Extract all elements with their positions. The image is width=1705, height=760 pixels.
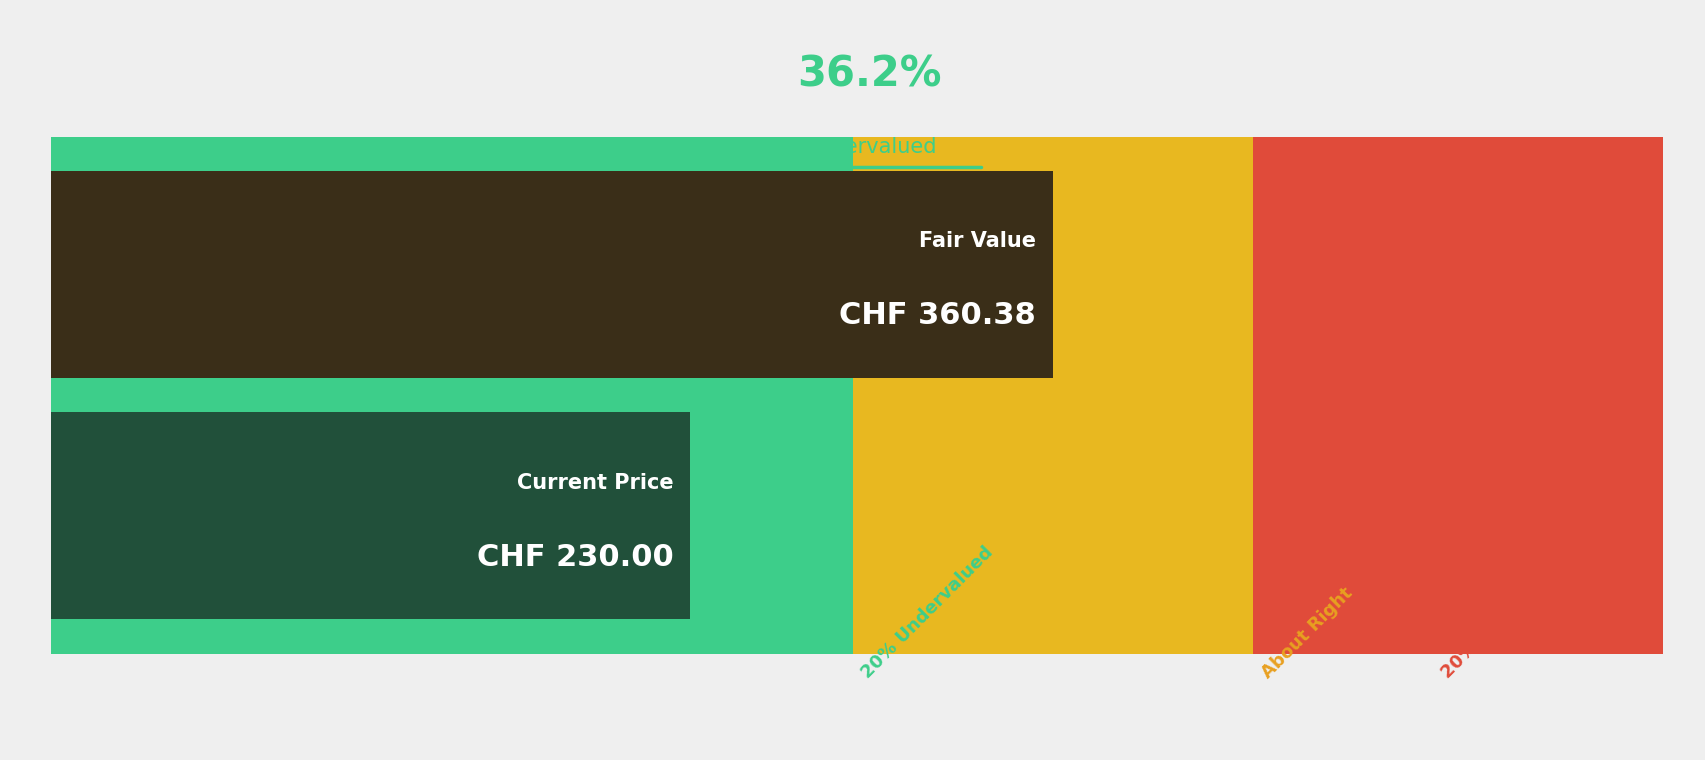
Bar: [51, 137, 852, 654]
Text: 20% Overvalued: 20% Overvalued: [1437, 552, 1567, 682]
Text: 36.2%: 36.2%: [796, 53, 941, 95]
Text: CHF 230.00: CHF 230.00: [476, 543, 673, 572]
Bar: [1253, 137, 1662, 654]
Text: Current Price: Current Price: [517, 473, 673, 492]
Bar: [51, 413, 691, 619]
Text: 20% Undervalued: 20% Undervalued: [858, 543, 996, 682]
Text: Undervalued: Undervalued: [803, 137, 936, 157]
Text: CHF 360.38: CHF 360.38: [839, 302, 1035, 331]
Text: Fair Value: Fair Value: [919, 231, 1035, 252]
Text: About Right: About Right: [1258, 584, 1355, 682]
Bar: [852, 137, 1253, 654]
Bar: [51, 171, 1052, 378]
